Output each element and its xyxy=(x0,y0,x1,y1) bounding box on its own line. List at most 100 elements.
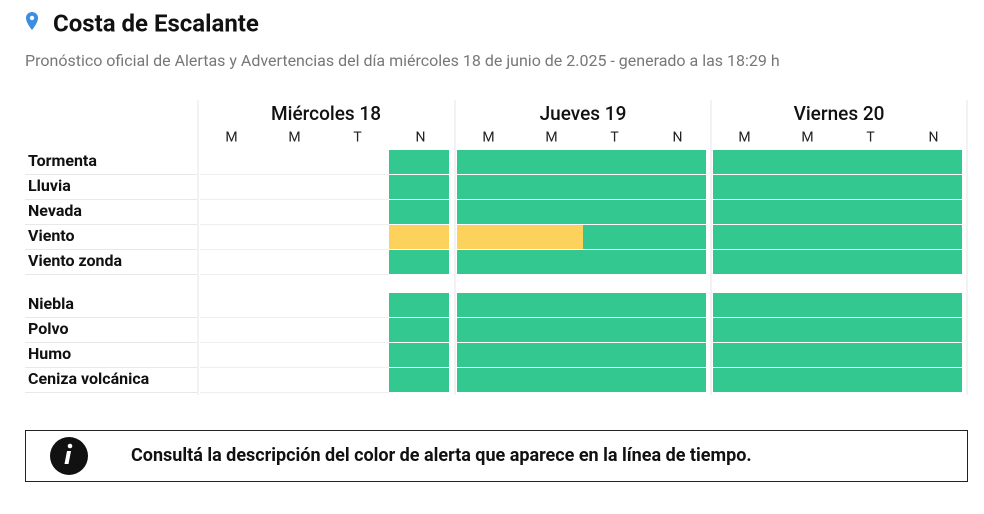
day-label: Viernes 20 xyxy=(794,102,885,125)
alert-cell xyxy=(646,343,706,367)
alert-cell xyxy=(583,150,647,174)
period-label: T xyxy=(353,130,362,146)
row-label: Nevada xyxy=(28,201,82,220)
alert-cell xyxy=(839,150,903,174)
alert-cell xyxy=(776,200,840,224)
alert-cell xyxy=(776,293,840,317)
alert-cell xyxy=(457,343,521,367)
info-icon-dot xyxy=(67,443,73,449)
row-label: Viento zonda xyxy=(28,251,123,270)
alert-cell xyxy=(902,175,962,199)
row-label: Viento xyxy=(28,226,75,245)
note-text: Consultá la descripción del color de ale… xyxy=(131,445,752,466)
period-label: T xyxy=(610,130,619,146)
alert-cell xyxy=(902,200,962,224)
alert-cell xyxy=(520,250,584,274)
period-label: N xyxy=(416,130,426,146)
alert-cell xyxy=(389,150,449,174)
row-label: Niebla xyxy=(28,294,74,313)
alert-cell xyxy=(457,368,521,392)
alert-cell xyxy=(520,200,584,224)
alert-cell xyxy=(389,368,449,392)
alert-cell xyxy=(389,200,449,224)
alert-cell xyxy=(583,293,647,317)
period-label: N xyxy=(673,130,683,146)
alert-cell xyxy=(583,175,647,199)
alert-cell xyxy=(389,175,449,199)
period-label: M xyxy=(738,130,750,146)
alert-cell xyxy=(776,250,840,274)
row-label: Polvo xyxy=(28,319,69,338)
alert-cell xyxy=(713,318,777,342)
alert-cell xyxy=(839,200,903,224)
alert-cell xyxy=(839,368,903,392)
alert-cell xyxy=(713,150,777,174)
alert-cell xyxy=(776,175,840,199)
alert-cell xyxy=(839,175,903,199)
info-icon-stem xyxy=(64,451,71,464)
alert-cell xyxy=(839,225,903,249)
alert-cell xyxy=(713,200,777,224)
alert-cell xyxy=(713,175,777,199)
row-label: Humo xyxy=(28,344,71,363)
alert-cell xyxy=(457,150,521,174)
alert-cell xyxy=(583,250,647,274)
alert-cell xyxy=(389,343,449,367)
alert-cell xyxy=(713,343,777,367)
alert-cell xyxy=(583,343,647,367)
alert-cell xyxy=(776,150,840,174)
alert-cell xyxy=(457,250,521,274)
alert-cell xyxy=(457,293,521,317)
title: Costa de Escalante xyxy=(53,9,259,37)
alert-cell xyxy=(520,175,584,199)
period-label: M xyxy=(545,130,557,146)
row-label: Tormenta xyxy=(28,151,97,170)
alert-cell xyxy=(520,318,584,342)
alert-cell xyxy=(646,250,706,274)
alert-cell xyxy=(389,225,449,249)
alert-cell xyxy=(646,368,706,392)
pin-dot xyxy=(29,15,35,21)
alert-cell xyxy=(520,368,584,392)
alert-cell xyxy=(457,175,521,199)
alert-cell xyxy=(646,225,706,249)
alert-cell xyxy=(713,225,777,249)
alert-cell xyxy=(713,250,777,274)
alert-cell xyxy=(902,318,962,342)
period-label: M xyxy=(225,130,237,146)
alert-cell xyxy=(839,343,903,367)
alert-cell xyxy=(902,368,962,392)
alert-cell xyxy=(839,250,903,274)
pin-icon xyxy=(26,12,38,30)
alert-cell xyxy=(776,225,840,249)
period-label: M xyxy=(288,130,300,146)
period-label: M xyxy=(801,130,813,146)
alert-cell xyxy=(839,318,903,342)
alert-cell xyxy=(457,225,521,249)
alert-cell xyxy=(902,250,962,274)
alert-cell xyxy=(583,368,647,392)
alert-cell xyxy=(776,343,840,367)
period-label: N xyxy=(929,130,939,146)
alert-cell xyxy=(583,318,647,342)
alert-cell xyxy=(902,225,962,249)
alert-cell xyxy=(389,250,449,274)
period-label: M xyxy=(482,130,494,146)
alert-cell xyxy=(713,368,777,392)
alert-cell xyxy=(776,368,840,392)
alert-cell xyxy=(646,175,706,199)
alert-cell xyxy=(389,293,449,317)
alert-cell xyxy=(457,318,521,342)
alert-cell xyxy=(776,318,840,342)
alert-cell xyxy=(646,150,706,174)
period-label: T xyxy=(866,130,875,146)
alert-cell xyxy=(520,225,584,249)
alert-cell xyxy=(839,293,903,317)
alert-cell xyxy=(389,318,449,342)
alert-cell xyxy=(902,293,962,317)
day-label: Miércoles 18 xyxy=(271,102,381,125)
alert-cell xyxy=(902,343,962,367)
alert-cell xyxy=(520,343,584,367)
row-label: Ceniza volcánica xyxy=(28,369,150,388)
